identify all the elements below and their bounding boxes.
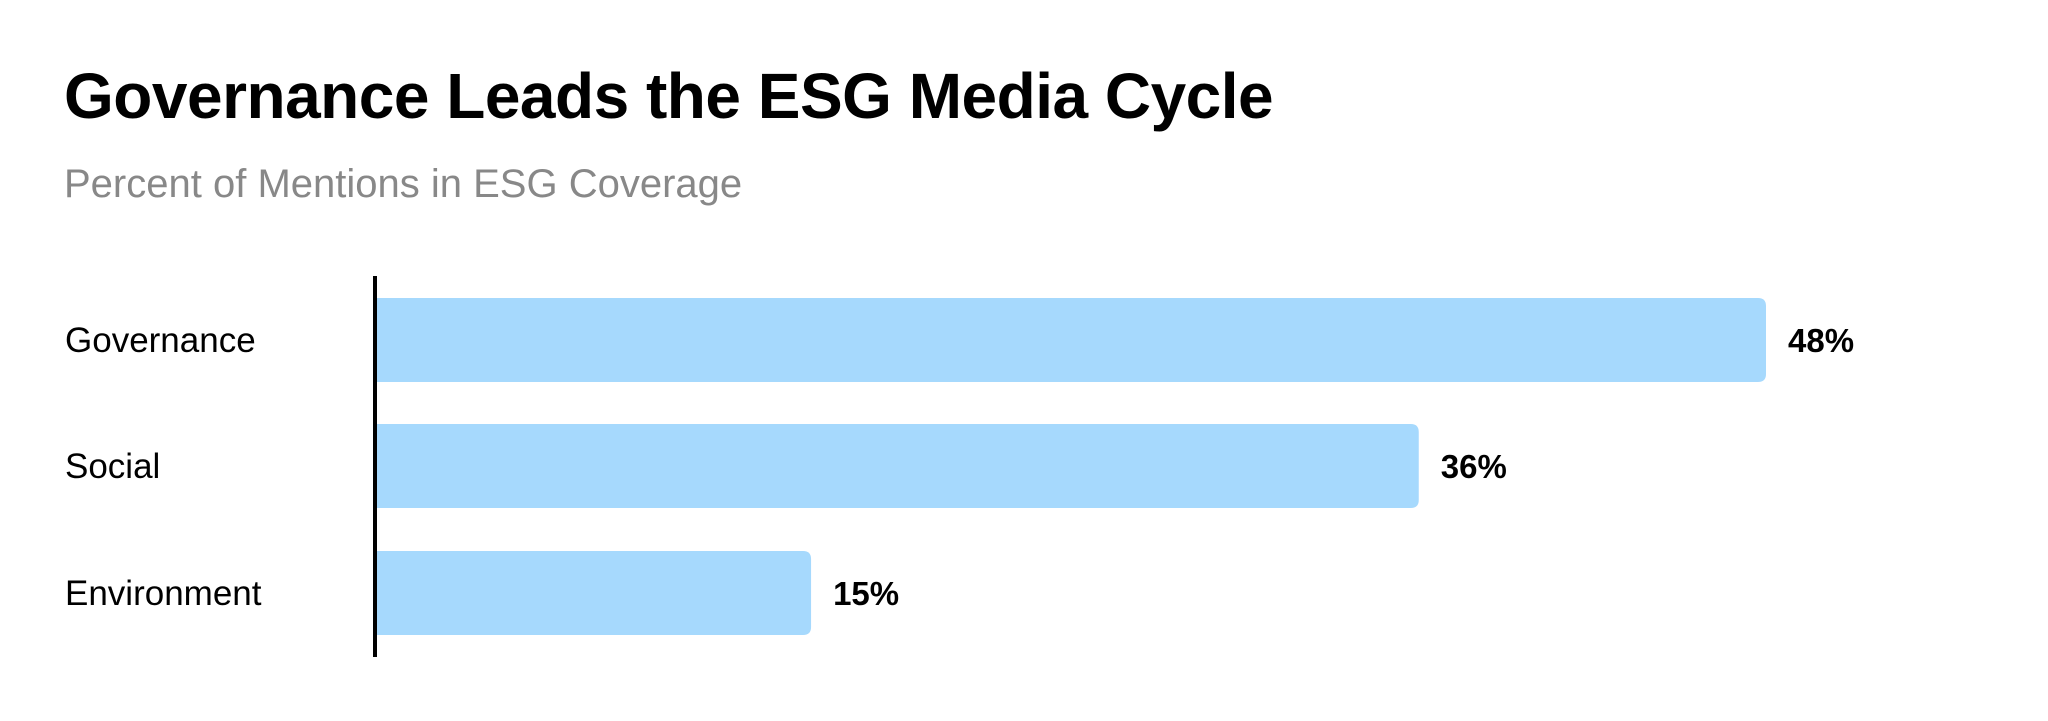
category-label: Environment <box>65 574 262 613</box>
bar-social <box>377 424 1419 508</box>
chart-title: Governance Leads the ESG Media Cycle <box>64 60 1274 132</box>
bar-governance <box>377 298 1766 382</box>
value-label: 48% <box>1788 322 1854 359</box>
category-label: Social <box>65 447 160 486</box>
bar-environment <box>377 551 812 635</box>
value-label: 36% <box>1441 448 1507 485</box>
value-label: 15% <box>833 575 899 612</box>
chart-subtitle: Percent of Mentions in ESG Coverage <box>64 162 743 206</box>
category-label: Governance <box>65 321 256 360</box>
